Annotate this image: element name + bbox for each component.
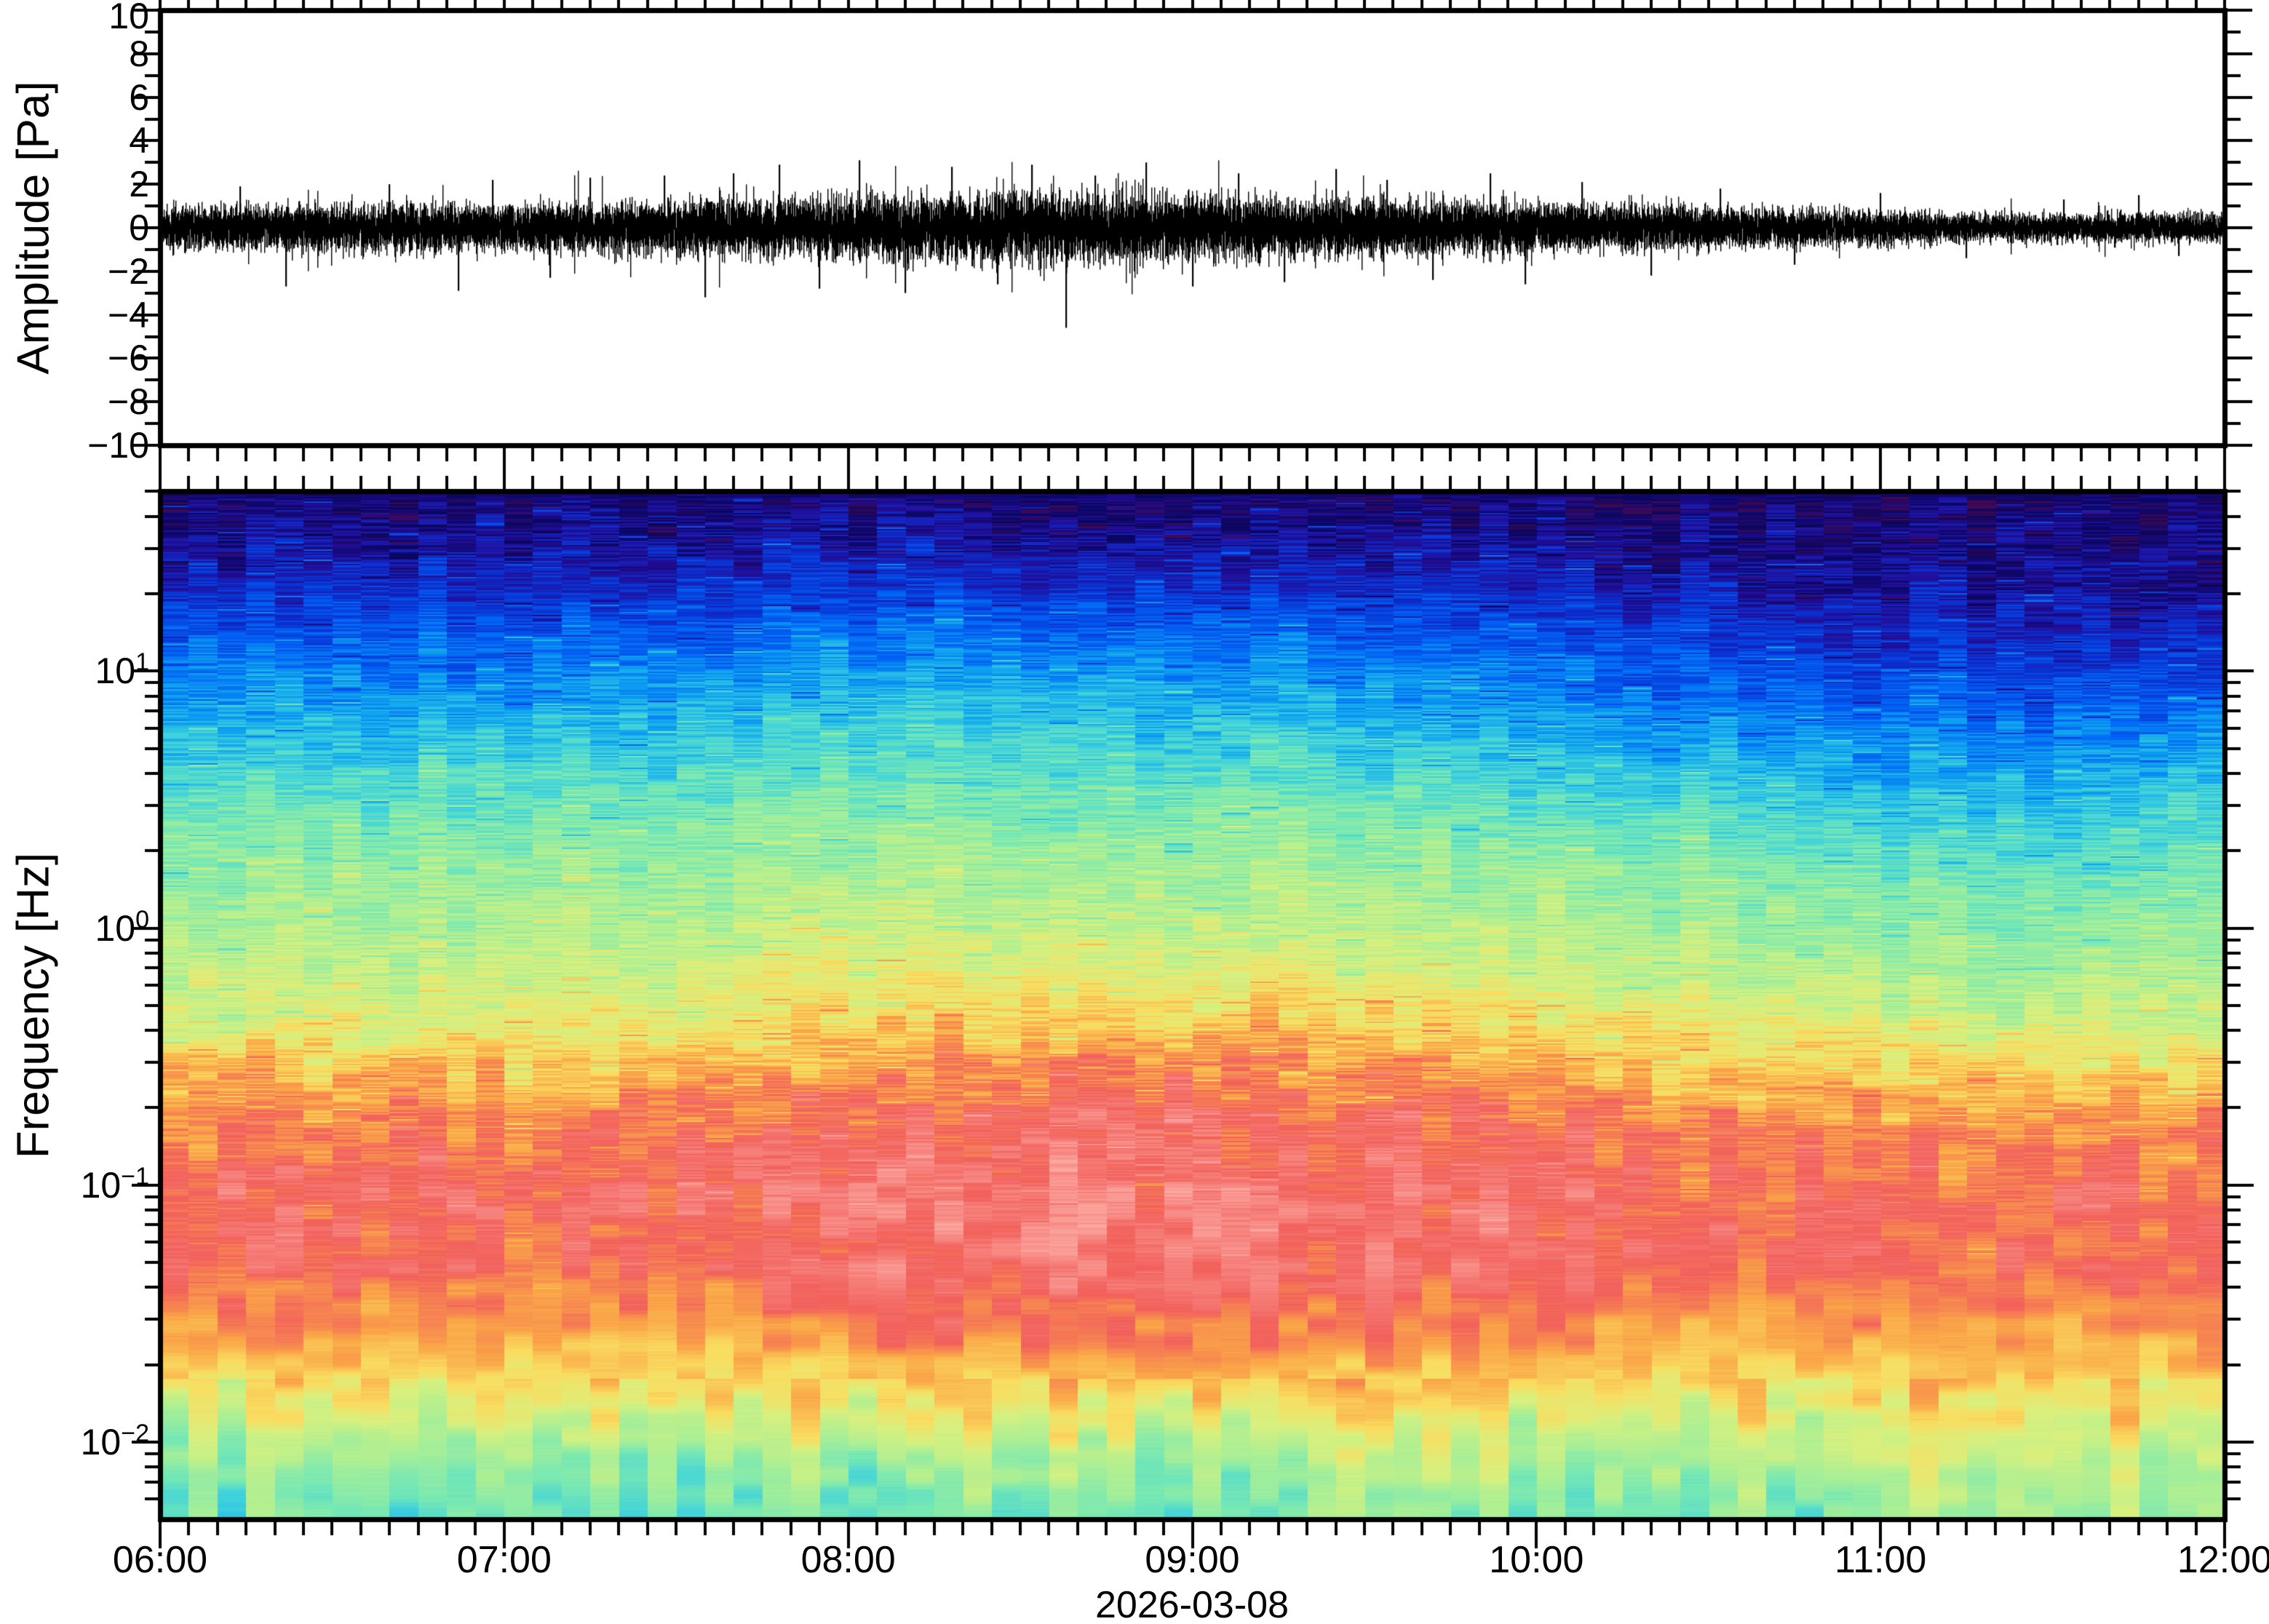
- time-tick-label: 11:00: [1835, 1539, 1927, 1581]
- amplitude-tick-label: −6: [107, 338, 149, 379]
- spectrogram-plot: [160, 491, 2225, 1520]
- amplitude-tick-label: 10: [108, 0, 149, 36]
- waveform-plot: [160, 10, 2225, 446]
- frequency-tick-label: 10−2: [80, 1420, 149, 1463]
- amplitude-tick-label: 8: [129, 33, 149, 74]
- time-tick-label: 07:00: [456, 1539, 552, 1581]
- amplitude-tick-label: 6: [129, 76, 149, 118]
- amplitude-tick-label: −8: [107, 381, 149, 423]
- time-tick-label: 09:00: [1145, 1539, 1240, 1581]
- time-tick-label: 12:00: [2177, 1539, 2269, 1581]
- time-tick-label: 10:00: [1489, 1539, 1584, 1581]
- time-tick-label: 08:00: [800, 1539, 896, 1581]
- frequency-tick-label: 100: [95, 905, 149, 949]
- frequency-axis-title: Frequency [Hz]: [8, 852, 59, 1159]
- amplitude-tick-label: 0: [129, 207, 149, 248]
- date-label: 2026-03-08: [1095, 1584, 1289, 1624]
- amplitude-tick-label: 4: [129, 120, 149, 162]
- frequency-tick-label: 101: [95, 648, 149, 692]
- amplitude-tick-label: −4: [107, 294, 149, 335]
- amplitude-tick-label: −2: [107, 250, 149, 292]
- amplitude-tick-label: 2: [129, 164, 149, 205]
- frequency-tick-label: 10−1: [80, 1162, 149, 1206]
- amplitude-tick-label: −10: [87, 425, 149, 466]
- time-tick-label: 06:00: [112, 1539, 208, 1581]
